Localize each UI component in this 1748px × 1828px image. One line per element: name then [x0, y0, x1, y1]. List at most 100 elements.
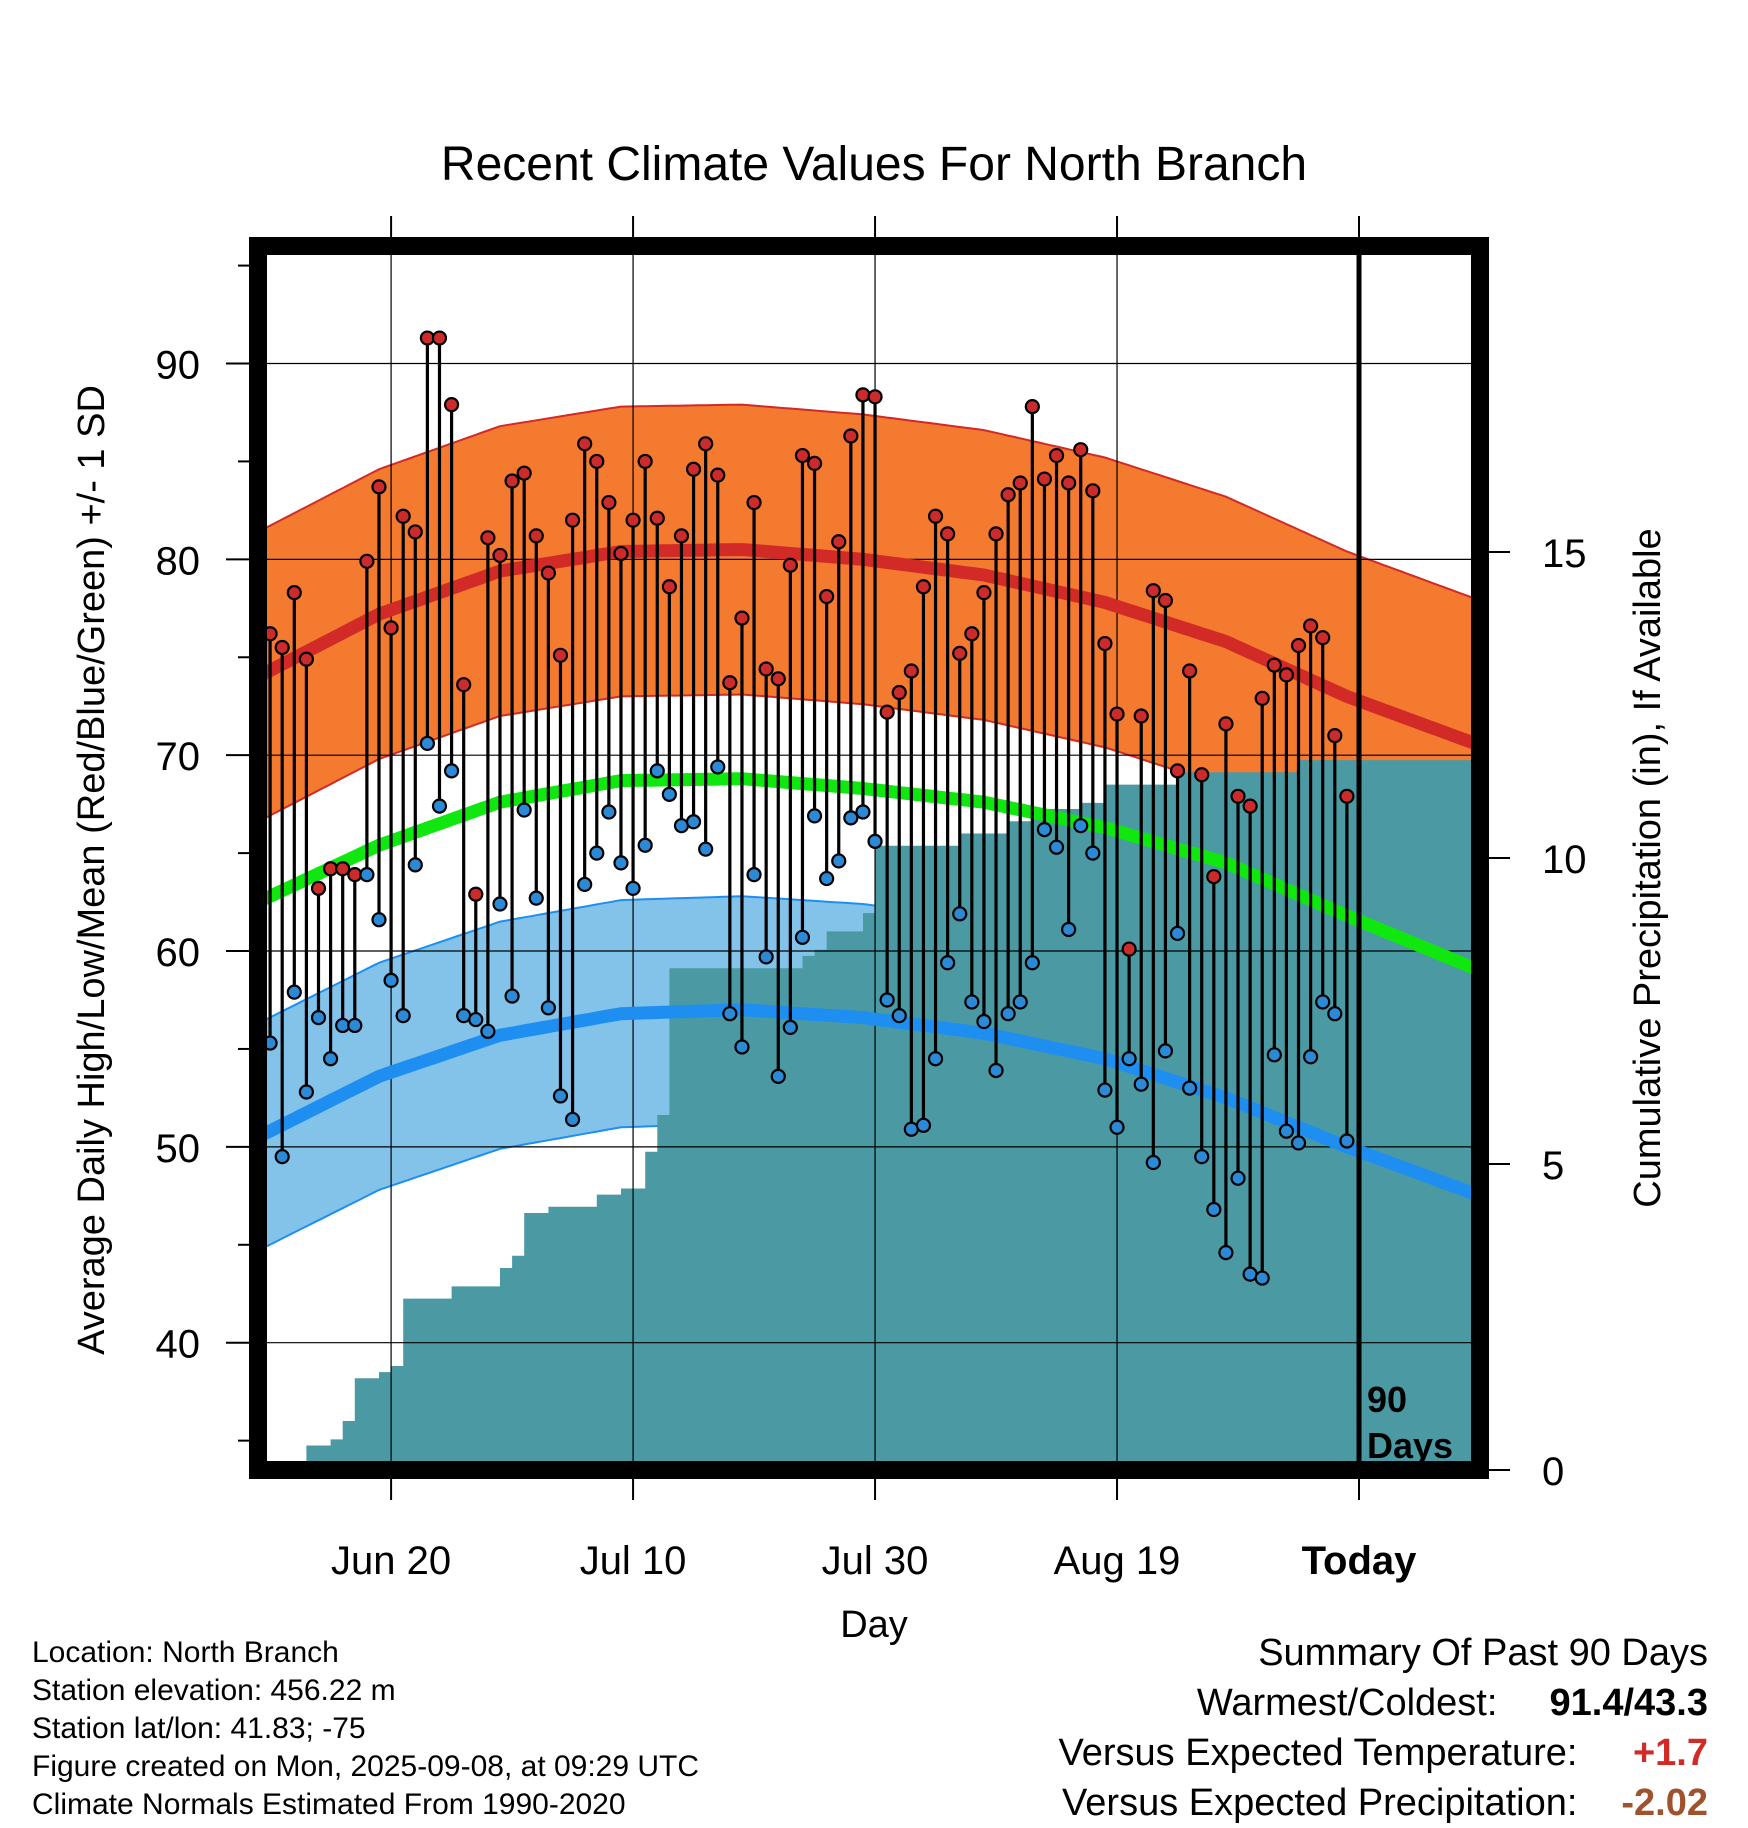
daily-low-point	[698, 841, 714, 857]
daily-high-point	[879, 704, 895, 720]
chart-title: Recent Climate Values For North Branch	[441, 138, 1307, 191]
x-tick-label: Jul 10	[580, 1539, 687, 1583]
daily-low-point	[1254, 1270, 1270, 1286]
daily-high-point	[649, 510, 665, 526]
daily-high-point	[1230, 788, 1246, 804]
daily-high-point	[661, 579, 677, 595]
y2-tick-label: 10	[1542, 838, 1587, 882]
y-tick-label: 90	[156, 344, 201, 388]
summary-title: Summary Of Past 90 Days	[1258, 1632, 1708, 1674]
daily-high-point	[698, 436, 714, 452]
daily-high-point	[915, 579, 932, 595]
location-text: Location: North Branch	[32, 1636, 339, 1669]
x-tick-label: Today	[1302, 1539, 1418, 1583]
daily-high-point	[504, 473, 520, 489]
daily-high-point	[1012, 475, 1028, 491]
daily-high-point	[274, 639, 290, 656]
daily-high-point	[976, 585, 992, 601]
daily-high-point	[988, 526, 1004, 542]
x-tick-label: Jul 30	[822, 1539, 929, 1583]
summary-warmest-label: Warmest/Coldest:	[1196, 1682, 1498, 1724]
summary-temp-value: +1.7	[1632, 1732, 1708, 1774]
daily-high-point	[952, 645, 968, 661]
daily-low-point	[601, 804, 617, 820]
summary-precip-label: Versus Expected Precipitation:	[1062, 1782, 1578, 1824]
daily-low-point	[589, 845, 605, 861]
daily-high-point	[1097, 635, 1113, 652]
summary-warmest-value: 91.4/43.3	[1549, 1682, 1708, 1724]
daily-low-point	[298, 1084, 314, 1100]
daily-low-point	[1073, 818, 1089, 834]
daily-low-point	[1327, 1006, 1343, 1022]
daily-high-point	[819, 588, 835, 605]
daily-low-point	[1048, 839, 1065, 855]
daily-high-point	[335, 861, 351, 877]
daily-high-point	[1061, 475, 1077, 491]
daily-low-point	[1266, 1047, 1282, 1063]
daily-low-point	[831, 853, 847, 869]
plot-inner	[258, 246, 1480, 1470]
daily-low-point	[1278, 1123, 1295, 1139]
daily-high-point	[1048, 447, 1065, 464]
daily-low-point	[746, 867, 762, 883]
daily-high-point	[1121, 941, 1137, 957]
daily-high-point	[492, 547, 508, 564]
daily-high-point	[528, 528, 544, 544]
y-tick-label: 70	[156, 735, 201, 779]
daily-low-point	[1085, 845, 1101, 861]
y-tick-label: 80	[156, 539, 201, 583]
daily-low-point	[1097, 1082, 1113, 1098]
daily-high-point	[927, 508, 944, 524]
daily-high-point	[770, 671, 786, 687]
daily-low-point	[855, 804, 871, 820]
elevation-text: Station elevation: 456.22 m	[32, 1674, 396, 1707]
daily-low-point	[504, 988, 520, 1004]
daily-low-point	[383, 972, 399, 989]
daily-high-point	[1157, 592, 1174, 609]
daily-low-point	[891, 1008, 907, 1024]
daily-high-point	[891, 684, 907, 701]
daily-low-point	[927, 1051, 944, 1067]
daily-low-point	[613, 855, 629, 871]
daily-low-point	[1230, 1170, 1246, 1186]
daily-low-point	[443, 763, 460, 779]
plot-frame	[249, 237, 1489, 1479]
daily-low-point	[286, 984, 302, 1000]
daily-low-point	[1012, 994, 1028, 1010]
daily-high-point	[1000, 487, 1016, 503]
daily-high-point	[516, 465, 532, 481]
daily-low-point	[1109, 1119, 1125, 1135]
daily-high-point	[685, 461, 702, 477]
daily-low-point	[1315, 994, 1331, 1010]
daily-high-point	[1109, 706, 1125, 722]
daily-high-point	[940, 526, 956, 542]
created-text: Figure created on Mon, 2025-09-08, at 09…	[32, 1750, 700, 1783]
daily-high-point	[383, 620, 399, 636]
daily-high-point	[371, 479, 387, 495]
daily-high-point	[1242, 798, 1258, 814]
daily-high-point	[1315, 630, 1331, 646]
latlon-text: Station lat/lon: 41.83; -75	[32, 1712, 366, 1745]
daily-high-point	[1218, 716, 1234, 732]
summary-precip-row: Versus Expected Precipitation: -2.02	[1059, 1778, 1708, 1828]
daily-low-point	[915, 1117, 932, 1133]
daily-low-point	[310, 1010, 327, 1026]
daily-low-point	[274, 1149, 290, 1165]
daily-high-point	[782, 557, 798, 573]
daily-high-point	[407, 524, 423, 540]
daily-low-point	[843, 810, 859, 826]
daily-low-point	[564, 1111, 581, 1128]
daily-low-point	[528, 890, 544, 906]
daily-low-point	[1036, 822, 1053, 838]
daily-high-point	[577, 436, 593, 452]
daily-low-point	[480, 1023, 496, 1039]
daily-high-point	[903, 663, 919, 679]
daily-high-point	[1206, 869, 1222, 885]
daily-high-point	[1290, 637, 1307, 654]
daily-high-point	[1169, 763, 1186, 779]
daily-high-point	[758, 661, 774, 677]
daily-low-point	[1121, 1051, 1137, 1067]
daily-high-point	[1303, 618, 1319, 634]
daily-high-point	[431, 330, 448, 346]
